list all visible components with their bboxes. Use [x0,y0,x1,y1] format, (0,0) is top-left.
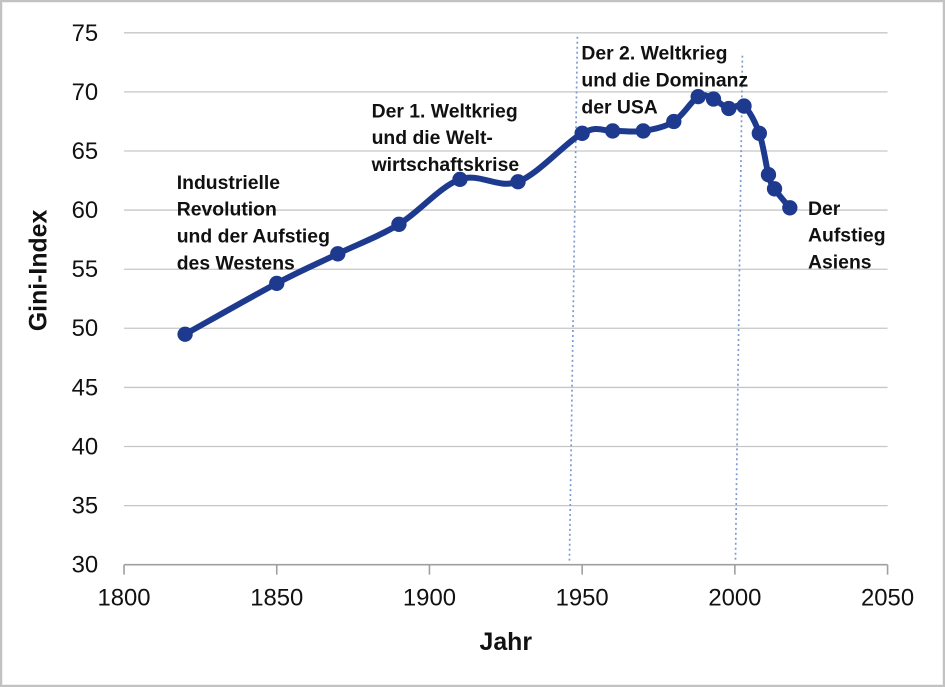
x-tick-label: 1800 [98,584,151,611]
data-point-1950 [574,125,590,141]
annotation-industrial-revolution-line-4: des Westens [177,252,295,274]
data-point-2018 [782,200,798,216]
y-tick-label: 40 [72,433,99,460]
annotation-industrial-revolution-line-3: und der Aufstieg [177,226,330,248]
data-point-1929 [510,174,526,190]
x-axis-title: Jahr [480,629,533,656]
y-tick-label: 45 [72,374,99,401]
annotation-industrial-revolution-line-1: Industrielle [177,172,281,194]
data-point-1970 [635,123,651,139]
y-tick-label: 35 [72,493,99,520]
data-point-1988 [690,88,706,105]
y-tick-label: 75 [72,20,99,47]
annotation-industrial-revolution-line-2: Revolution [177,199,277,221]
annotation-ww1-line-2: und die Welt- [372,127,493,149]
data-point-1980 [666,113,682,130]
y-tick-label: 55 [72,256,99,283]
data-point-1998 [721,100,737,117]
data-point-1850 [269,275,285,292]
annotation-ww2-line-1: Der 2. Weltkrieg [581,43,727,65]
data-point-2011 [760,167,777,183]
y-tick-label: 70 [72,79,99,106]
data-point-1960 [605,123,621,139]
era-divider-line-2001 [734,55,744,561]
data-point-1993 [705,91,722,107]
x-tick-label: 1900 [403,584,456,611]
annotation-ww2-line-3: der USA [581,96,657,118]
annotation-rise-of-asia-line-2: Aufstieg [808,225,886,247]
annotation-rise-of-asia-line-3: Asiens [808,251,872,273]
y-tick-label: 30 [72,552,99,579]
y-axis-title: Gini-Index [25,210,52,332]
data-point-1870 [330,246,346,262]
x-tick-label: 2050 [861,584,914,611]
data-point-2003 [736,98,752,114]
data-point-1820 [177,326,193,342]
annotation-ww1-line-3: wirtschaftskrise [371,154,520,176]
x-tick-label: 1850 [250,584,303,611]
data-point-1890 [391,216,407,232]
y-tick-label: 50 [72,315,99,342]
annotation-ww1-line-1: Der 1. Weltkrieg [372,100,518,122]
era-divider-line-1947 [568,36,579,561]
annotation-rise-of-asia-line-1: Der [808,198,841,220]
data-point-2008 [751,125,767,141]
data-point-2013 [766,181,783,197]
y-tick-label: 60 [72,197,99,224]
y-tick-label: 65 [72,138,99,165]
data-point-1910 [452,171,468,188]
x-tick-label: 2000 [708,584,761,611]
x-tick-label: 1950 [556,584,609,611]
annotation-ww2-line-2: und die Dominanz [581,70,748,92]
